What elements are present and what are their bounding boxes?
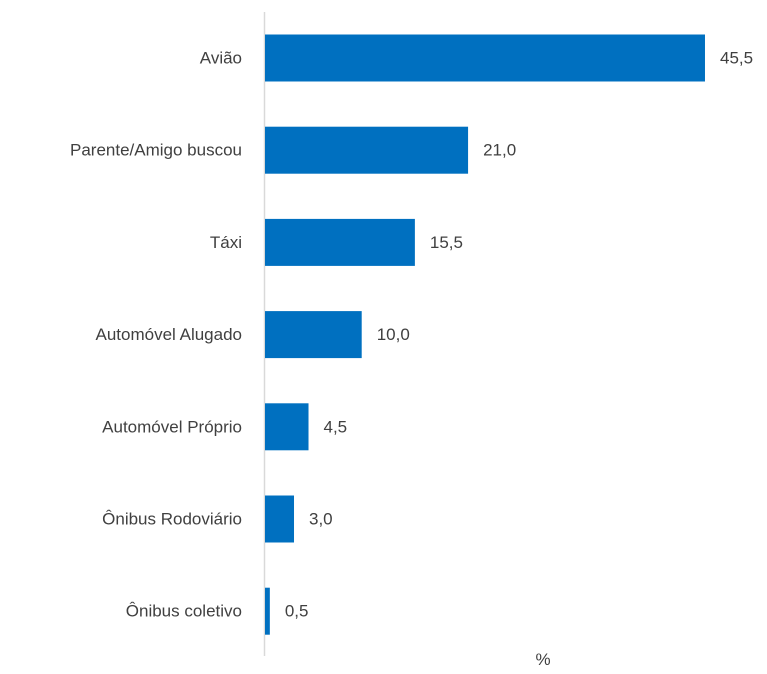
- bars-layer: [265, 34, 705, 635]
- value-label: 21,0: [483, 141, 516, 160]
- value-label: 10,0: [377, 325, 410, 344]
- category-label: Avião: [200, 49, 242, 68]
- bar: [265, 126, 469, 174]
- value-labels-layer: 45,5 21,0 15,5 10,0 4,5 3,0 0,5: [285, 49, 753, 621]
- bar: [265, 403, 309, 451]
- value-label: 0,5: [285, 602, 309, 621]
- category-label: Automóvel Alugado: [96, 325, 243, 344]
- bar: [265, 218, 415, 266]
- category-label: Ônibus Rodoviário: [102, 510, 242, 529]
- bar: [265, 587, 270, 635]
- category-label: Ônibus coletivo: [126, 602, 242, 621]
- bar: [265, 495, 295, 543]
- category-label: Táxi: [210, 233, 242, 252]
- bar: [265, 311, 362, 359]
- value-label: 45,5: [720, 49, 753, 68]
- value-label: 4,5: [324, 417, 348, 436]
- category-labels-layer: Avião Parente/Amigo buscou Táxi Automóvel A…: [70, 49, 242, 621]
- value-label: 15,5: [430, 233, 463, 252]
- category-label: Automóvel Próprio: [102, 417, 242, 436]
- bar: [265, 34, 705, 82]
- category-label: Parente/Amigo buscou: [70, 141, 242, 160]
- value-label: 3,0: [309, 510, 333, 529]
- x-axis-title: %: [535, 650, 550, 669]
